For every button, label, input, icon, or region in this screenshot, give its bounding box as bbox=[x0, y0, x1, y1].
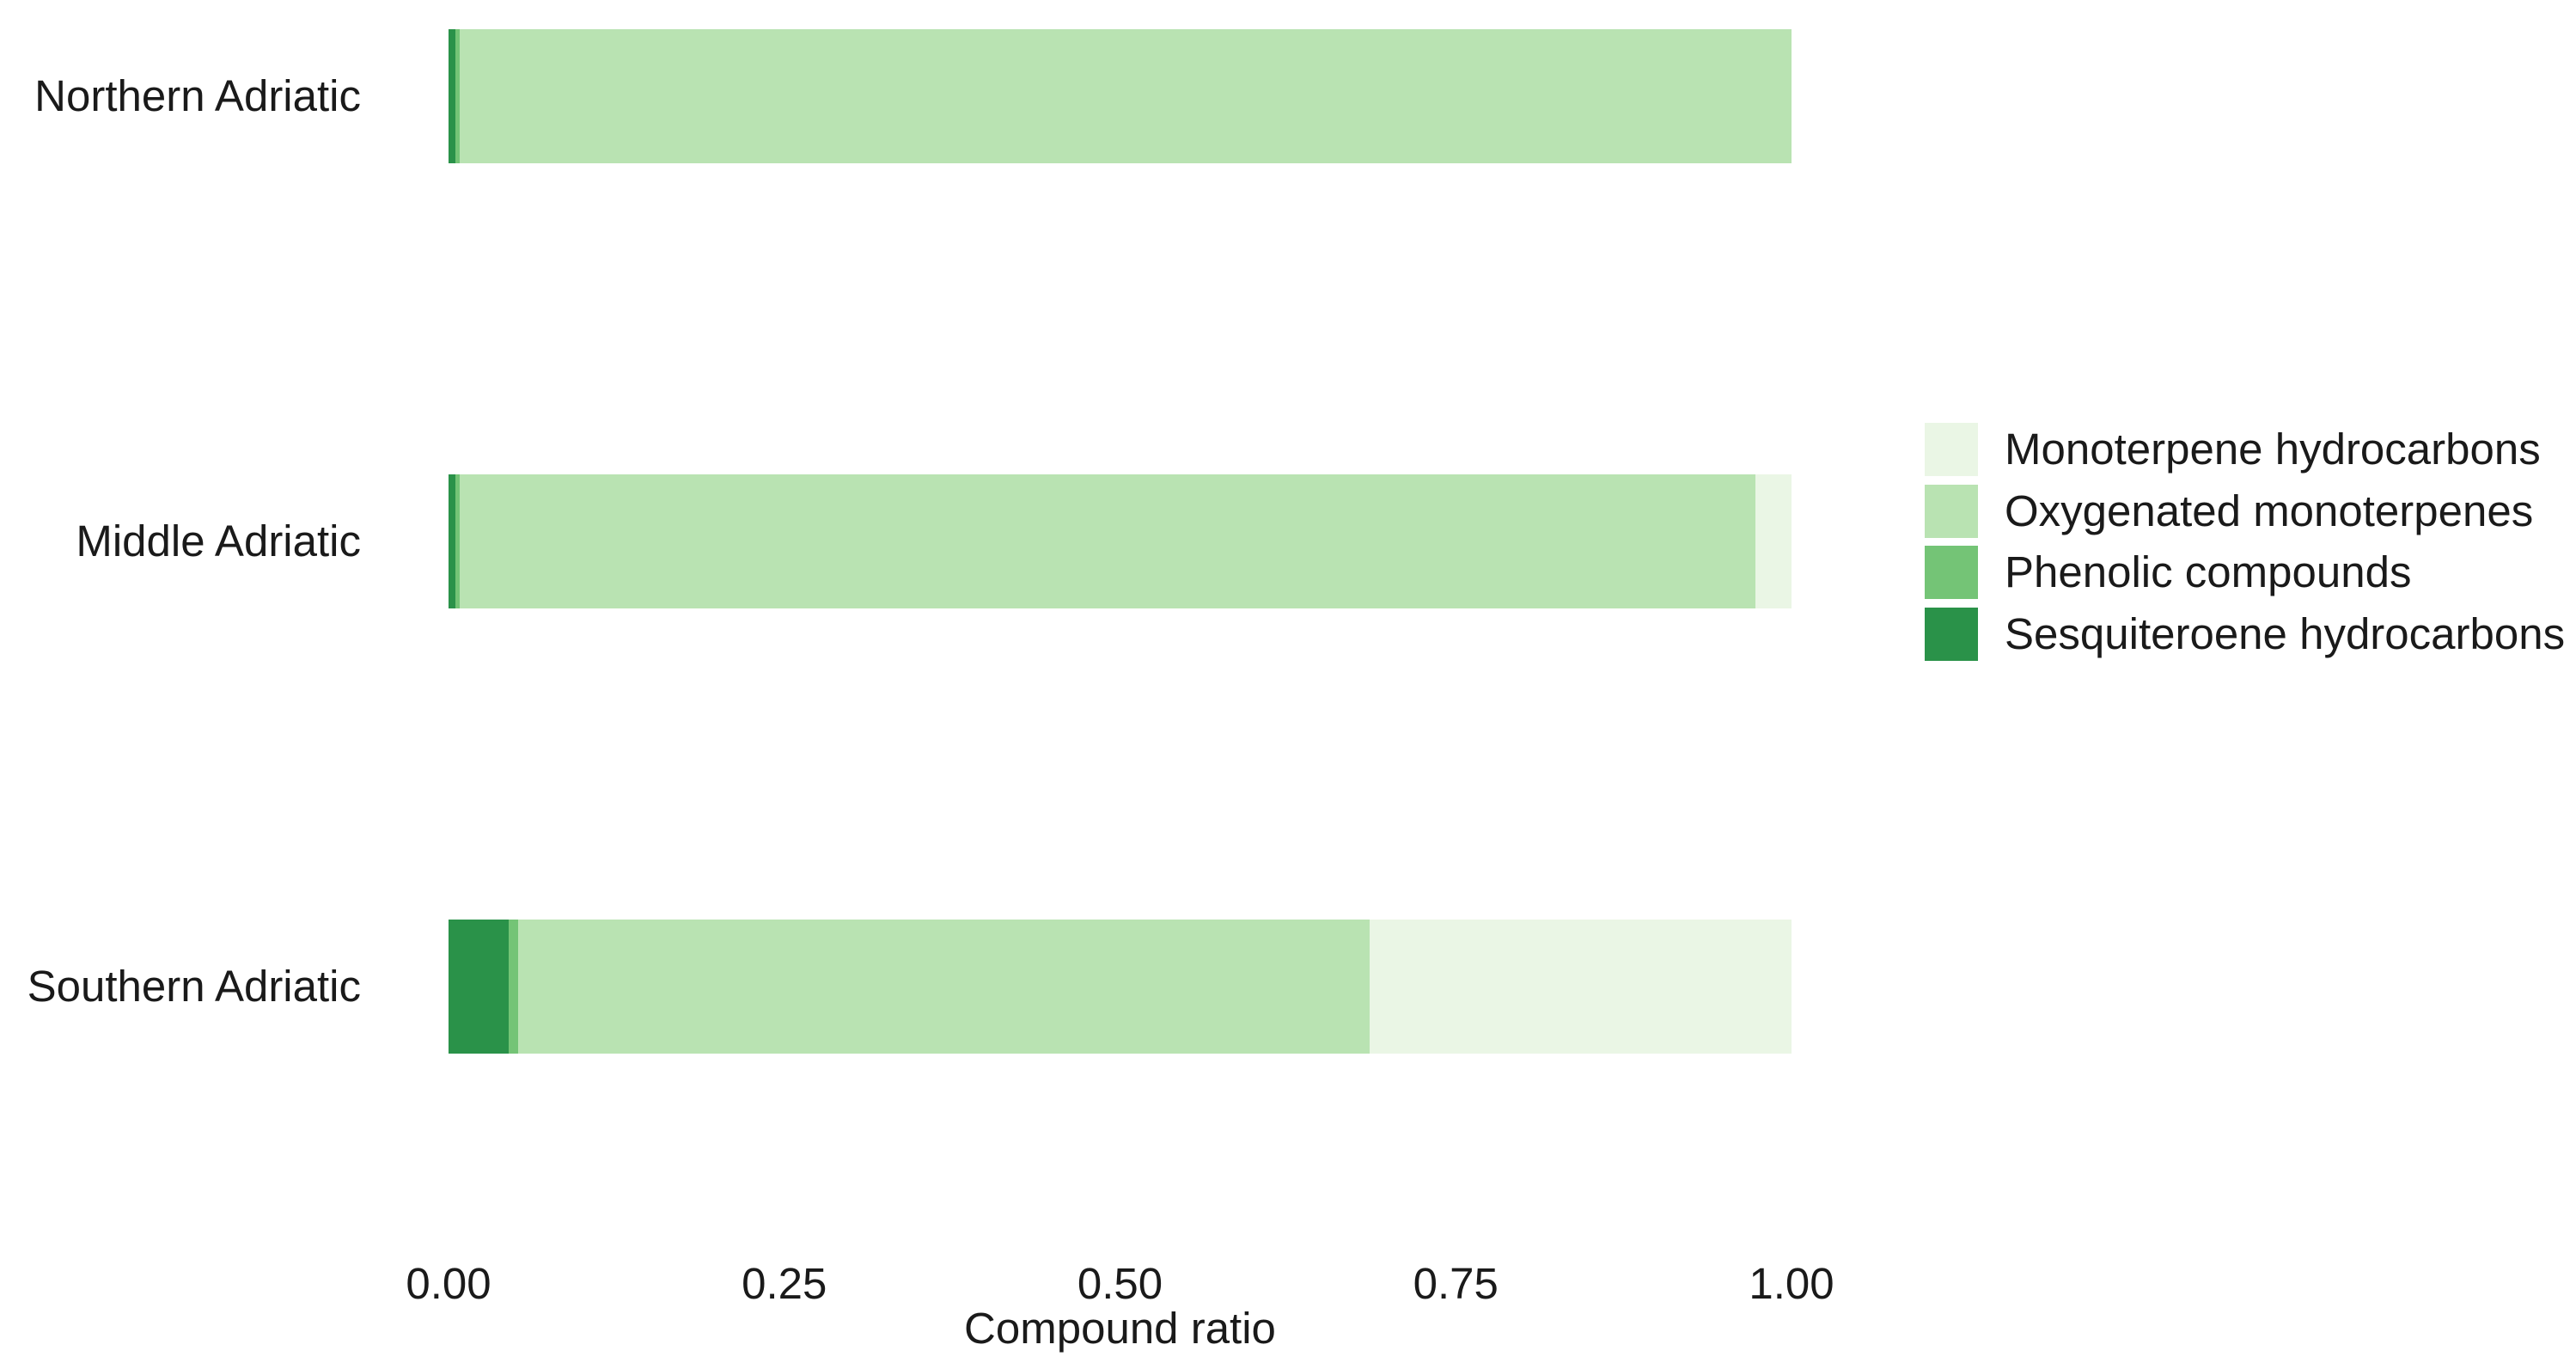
bar-segment-phenolic-compounds bbox=[455, 474, 460, 608]
bar-northern-adriatic bbox=[449, 29, 1792, 163]
y-axis-label-middle-adriatic: Middle Adriatic bbox=[76, 516, 361, 565]
bar-segment-sesquiteroene-hydrocarbons bbox=[449, 474, 455, 608]
bar-segment-sesquiteroene-hydrocarbons bbox=[449, 920, 510, 1054]
x-tick-label-0.00: 0.00 bbox=[406, 1259, 491, 1308]
bar-segment-phenolic-compounds bbox=[455, 29, 460, 163]
x-axis-title: Compound ratio bbox=[964, 1304, 1276, 1353]
y-axis-label-southern-adriatic: Southern Adriatic bbox=[27, 962, 361, 1011]
bar-segment-monoterpene-hydrocarbons bbox=[1755, 474, 1792, 608]
legend-swatch-phenolic-compounds bbox=[1925, 546, 1978, 599]
x-tick-label-0.50: 0.50 bbox=[1077, 1259, 1163, 1308]
bar-segment-oxygenated-monoterpenes bbox=[459, 474, 1755, 608]
legend-swatch-monoterpene-hydrocarbons bbox=[1925, 423, 1978, 476]
x-tick-label-1.00: 1.00 bbox=[1749, 1259, 1834, 1308]
legend-swatch-sesquiteroene-hydrocarbons bbox=[1925, 608, 1978, 661]
bar-segment-oxygenated-monoterpenes bbox=[518, 920, 1370, 1054]
legend-label-phenolic-compounds: Phenolic compounds bbox=[2005, 547, 2412, 596]
legend-label-oxygenated-monoterpenes: Oxygenated monoterpenes bbox=[2005, 486, 2534, 535]
bar-segment-sesquiteroene-hydrocarbons bbox=[449, 29, 455, 163]
legend-label-monoterpene-hydrocarbons: Monoterpene hydrocarbons bbox=[2005, 425, 2541, 474]
bar-southern-adriatic bbox=[449, 920, 1792, 1054]
bar-middle-adriatic bbox=[449, 474, 1792, 608]
x-tick-label-0.75: 0.75 bbox=[1413, 1259, 1499, 1308]
y-axis-label-northern-adriatic: Northern Adriatic bbox=[34, 71, 361, 120]
bar-segment-phenolic-compounds bbox=[509, 920, 519, 1054]
bar-segment-monoterpene-hydrocarbons bbox=[1370, 920, 1792, 1054]
legend-label-sesquiteroene-hydrocarbons: Sesquiteroene hydrocarbons bbox=[2005, 609, 2566, 658]
x-tick-label-0.25: 0.25 bbox=[742, 1259, 827, 1308]
legend-swatch-oxygenated-monoterpenes bbox=[1925, 485, 1978, 538]
bar-segment-oxygenated-monoterpenes bbox=[459, 29, 1792, 163]
